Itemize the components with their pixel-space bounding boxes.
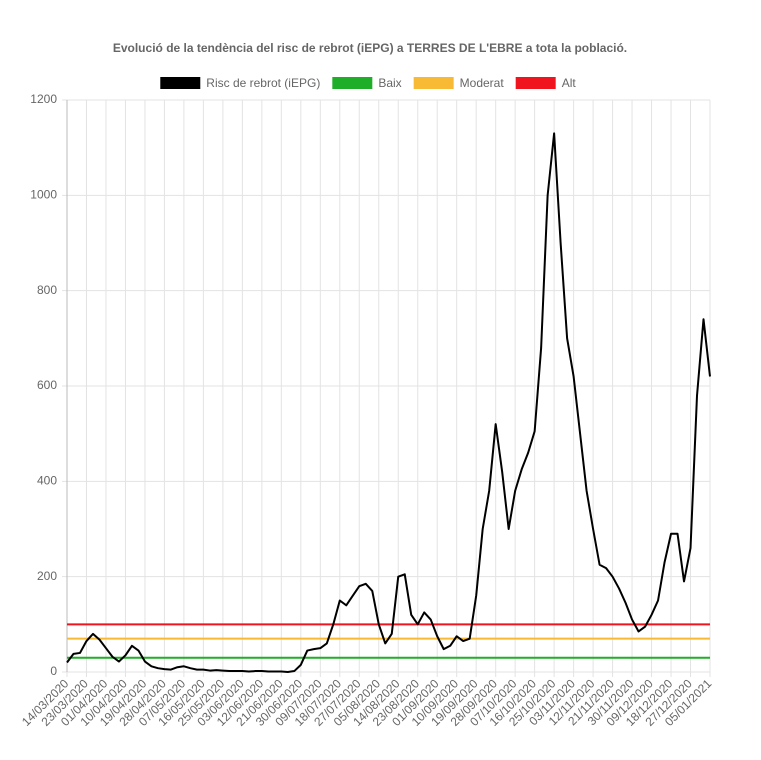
y-tick-label: 1200 [30,92,57,106]
y-tick-label: 1000 [30,188,57,202]
y-tick-label: 0 [50,664,57,678]
y-tick-label: 600 [37,378,57,392]
y-tick-label: 200 [37,569,57,583]
y-tick-label: 800 [37,283,57,297]
legend-swatch [515,77,556,89]
y-tick-label: 400 [37,474,57,488]
legend-swatch [160,77,201,89]
legend-label: Moderat [460,76,505,90]
legend-label: Alt [562,76,577,90]
data-line [66,132,711,673]
chart-title: Evolució de la tendència del risc de reb… [113,41,627,55]
legend-label: Baix [378,76,401,90]
legend-swatch [413,77,454,89]
legend-label: Risc de rebrot (iEPG) [206,76,320,90]
legend-swatch [332,77,373,89]
